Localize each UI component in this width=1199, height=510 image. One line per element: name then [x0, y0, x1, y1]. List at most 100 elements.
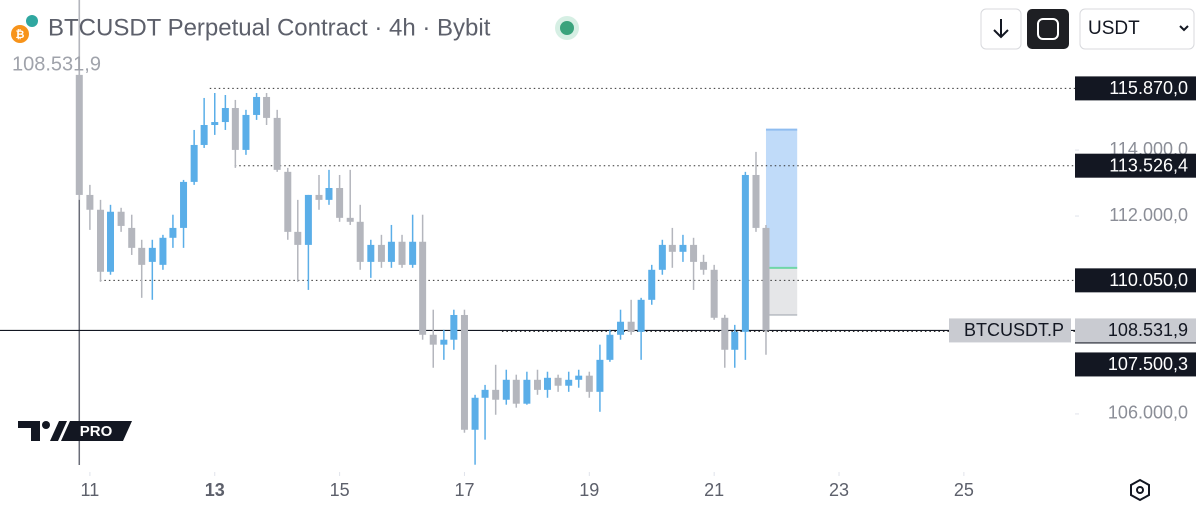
candle-body — [460, 314, 468, 430]
candle-body — [419, 241, 427, 335]
exchange-icon — [26, 15, 38, 27]
candle-body — [512, 379, 520, 404]
candle-body — [315, 194, 323, 200]
x-tick-label: 17 — [454, 480, 474, 500]
download-icon — [993, 19, 1009, 39]
candle-body — [356, 221, 364, 262]
candle-body — [471, 397, 479, 430]
candle-body — [627, 321, 635, 332]
candle-body — [346, 217, 354, 222]
header-price: 108.531,9 — [12, 53, 101, 75]
candle-body — [138, 247, 146, 265]
candle-body — [721, 317, 729, 350]
candle-body — [762, 227, 770, 331]
level-label-box — [1075, 153, 1196, 178]
candle-body — [325, 188, 333, 200]
level-label-box — [1075, 76, 1196, 101]
candle-body — [284, 171, 292, 232]
x-tick-label: 15 — [330, 480, 350, 500]
candle-body — [336, 188, 344, 218]
logo-dot — [42, 421, 50, 429]
candle-body — [231, 108, 239, 150]
stop-zone — [765, 267, 798, 315]
level-label: 107.500,3 — [1108, 354, 1188, 374]
candle-body — [200, 125, 208, 145]
level-label-box — [1075, 268, 1196, 293]
target-zone — [765, 129, 798, 268]
candle-body — [575, 375, 583, 380]
candle-body — [648, 269, 656, 300]
candle-body — [585, 375, 593, 392]
candle-body — [148, 247, 156, 262]
currency-dropdown[interactable] — [1079, 8, 1195, 50]
symbol-label: BTCUSDT.P — [964, 320, 1064, 340]
candle-body — [450, 314, 458, 340]
last-price-label: 108.531,9 — [1108, 320, 1188, 340]
logo-badge — [61, 421, 132, 441]
candle-body — [128, 227, 136, 248]
candle-body — [221, 108, 229, 123]
coin-symbol: ₿ — [16, 29, 25, 41]
candle-body — [658, 244, 666, 270]
x-tick-label: 25 — [954, 480, 974, 500]
x-tick-label: 21 — [704, 480, 724, 500]
level-label: 110.050,0 — [1109, 270, 1188, 290]
candle-body — [710, 269, 718, 318]
candle-body — [440, 339, 448, 345]
candle-body — [169, 227, 177, 238]
candle-body — [481, 389, 489, 398]
tv-logo: PRO — [18, 421, 132, 441]
candle-body — [190, 144, 198, 182]
x-tick-label: 19 — [579, 480, 599, 500]
candle-body — [429, 334, 437, 345]
candle-body — [86, 194, 94, 210]
candle-body — [533, 379, 541, 390]
candle-body — [117, 211, 125, 226]
candle-body — [159, 237, 167, 265]
candle-body — [596, 359, 604, 392]
candle-body — [492, 389, 500, 400]
candle-body — [75, 74, 83, 195]
candle-body — [398, 241, 406, 265]
level-label-box — [1075, 352, 1196, 377]
chart-title: BTCUSDT Perpetual Contract · 4h · Bybit — [48, 14, 491, 41]
level-label: 113.526,4 — [1109, 155, 1188, 175]
x-tick-label: 11 — [81, 480, 100, 500]
candle-body — [409, 241, 417, 265]
coin-icon — [11, 25, 29, 43]
candle-body — [253, 96, 261, 115]
candle-body — [690, 244, 698, 262]
candle-body — [273, 117, 281, 170]
logo-text: PRO — [80, 423, 113, 440]
candle-body — [211, 122, 219, 126]
candle-body — [554, 377, 562, 386]
x-tick-label: 13 — [205, 480, 225, 500]
candle-body — [606, 334, 614, 360]
currency-label: USDT — [1088, 18, 1140, 39]
candle-body — [637, 299, 645, 332]
candle-body — [294, 231, 302, 245]
fullscreen-button[interactable] — [1027, 9, 1069, 49]
candle-body — [180, 181, 188, 228]
last-price-box — [1075, 318, 1196, 343]
candle-body — [668, 244, 676, 252]
candle-body — [543, 377, 551, 390]
header: ₿ BTCUSDT Perpetual Contract · 4h · Bybi… — [11, 8, 1195, 75]
level-label: 115.870,0 — [1109, 78, 1188, 98]
settings-icon[interactable] — [1130, 478, 1150, 502]
candle-body — [679, 244, 687, 252]
candle-body — [377, 244, 385, 262]
y-tick-label: 106.000,0 — [1108, 403, 1188, 423]
logo-slash — [50, 421, 67, 441]
status-dot — [560, 21, 574, 35]
dropdown-chevron — [1179, 25, 1189, 32]
candle-body — [387, 241, 395, 262]
candle-body — [97, 209, 105, 272]
candle-body — [523, 379, 531, 404]
fullscreen-icon — [1037, 18, 1059, 40]
candle-body — [242, 114, 250, 150]
y-tick-label: 112.000,0 — [1109, 205, 1188, 225]
logo-mark — [18, 421, 40, 441]
candle-body — [731, 331, 739, 350]
